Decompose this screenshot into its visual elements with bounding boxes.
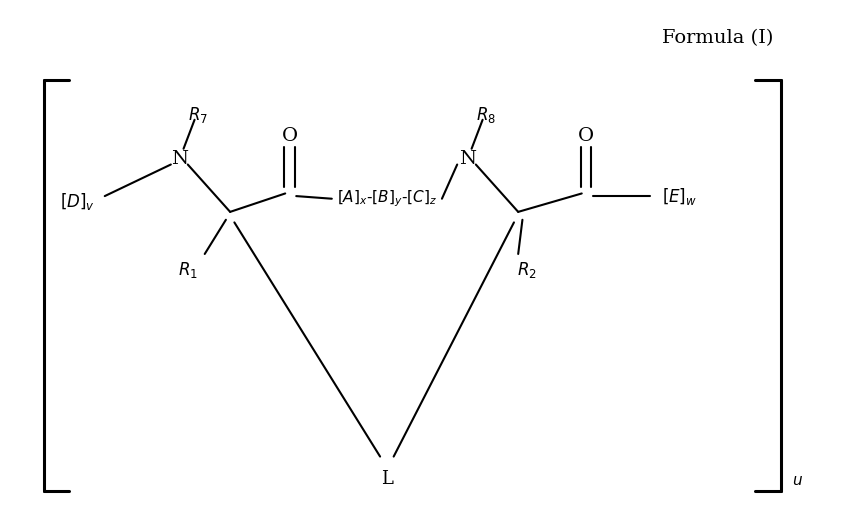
Text: $R_7$: $R_7$ — [188, 105, 208, 124]
Text: $R_1$: $R_1$ — [178, 260, 198, 280]
Text: $R_8$: $R_8$ — [476, 105, 496, 124]
Text: $[E]_w$: $[E]_w$ — [661, 186, 697, 207]
Text: $R_2$: $R_2$ — [517, 260, 536, 280]
Text: $[A]_x\text{-}[B]_y\text{-}[C]_z$: $[A]_x\text{-}[B]_y\text{-}[C]_z$ — [337, 188, 437, 209]
Text: N: N — [459, 150, 476, 168]
Text: L: L — [381, 470, 393, 488]
Text: N: N — [171, 150, 188, 168]
Text: O: O — [281, 126, 298, 144]
Text: Formula (I): Formula (I) — [661, 29, 773, 47]
Text: $u$: $u$ — [792, 474, 803, 488]
Text: $[D]_v$: $[D]_v$ — [60, 191, 95, 212]
Text: O: O — [578, 126, 594, 144]
